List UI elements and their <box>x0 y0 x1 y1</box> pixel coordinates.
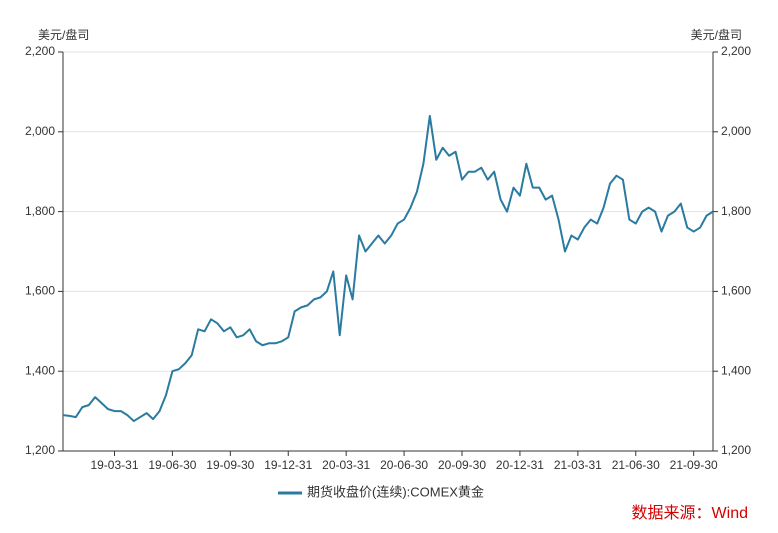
legend-label: 期货收盘价(连续):COMEX黄金 <box>307 484 484 499</box>
y2-tick-label: 1,200 <box>721 443 751 457</box>
x-tick-label: 19-03-31 <box>90 458 138 472</box>
x-tick-label: 21-06-30 <box>612 458 660 472</box>
x-tick-label: 20-06-30 <box>380 458 428 472</box>
x-tick-label: 19-06-30 <box>148 458 196 472</box>
y2-tick-label: 1,600 <box>721 284 751 298</box>
y2-tick-label: 2,000 <box>721 124 751 138</box>
y2-tick-label: 2,200 <box>721 44 751 58</box>
x-tick-label: 19-12-31 <box>264 458 312 472</box>
x-tick-label: 20-09-30 <box>438 458 486 472</box>
y2-tick-label: 1,400 <box>721 363 751 377</box>
x-tick-label: 20-03-31 <box>322 458 370 472</box>
y-tick-label: 1,200 <box>25 443 55 457</box>
y2-tick-label: 1,800 <box>721 204 751 218</box>
y-tick-label: 1,800 <box>25 204 55 218</box>
x-tick-label: 21-03-31 <box>554 458 602 472</box>
y-tick-label: 1,400 <box>25 363 55 377</box>
y-axis-label: 美元/盘司 <box>38 27 89 42</box>
data-line <box>62 114 714 423</box>
source-note: 数据来源：Wind <box>632 504 748 522</box>
x-tick-label: 20-12-31 <box>496 458 544 472</box>
y-tick-label: 2,200 <box>25 44 55 58</box>
x-tick-label: 19-09-30 <box>206 458 254 472</box>
x-tick-label: 21-09-30 <box>670 458 718 472</box>
y-tick-label: 2,000 <box>25 124 55 138</box>
y2-axis-label: 美元/盘司 <box>691 27 742 42</box>
y-tick-label: 1,600 <box>25 284 55 298</box>
